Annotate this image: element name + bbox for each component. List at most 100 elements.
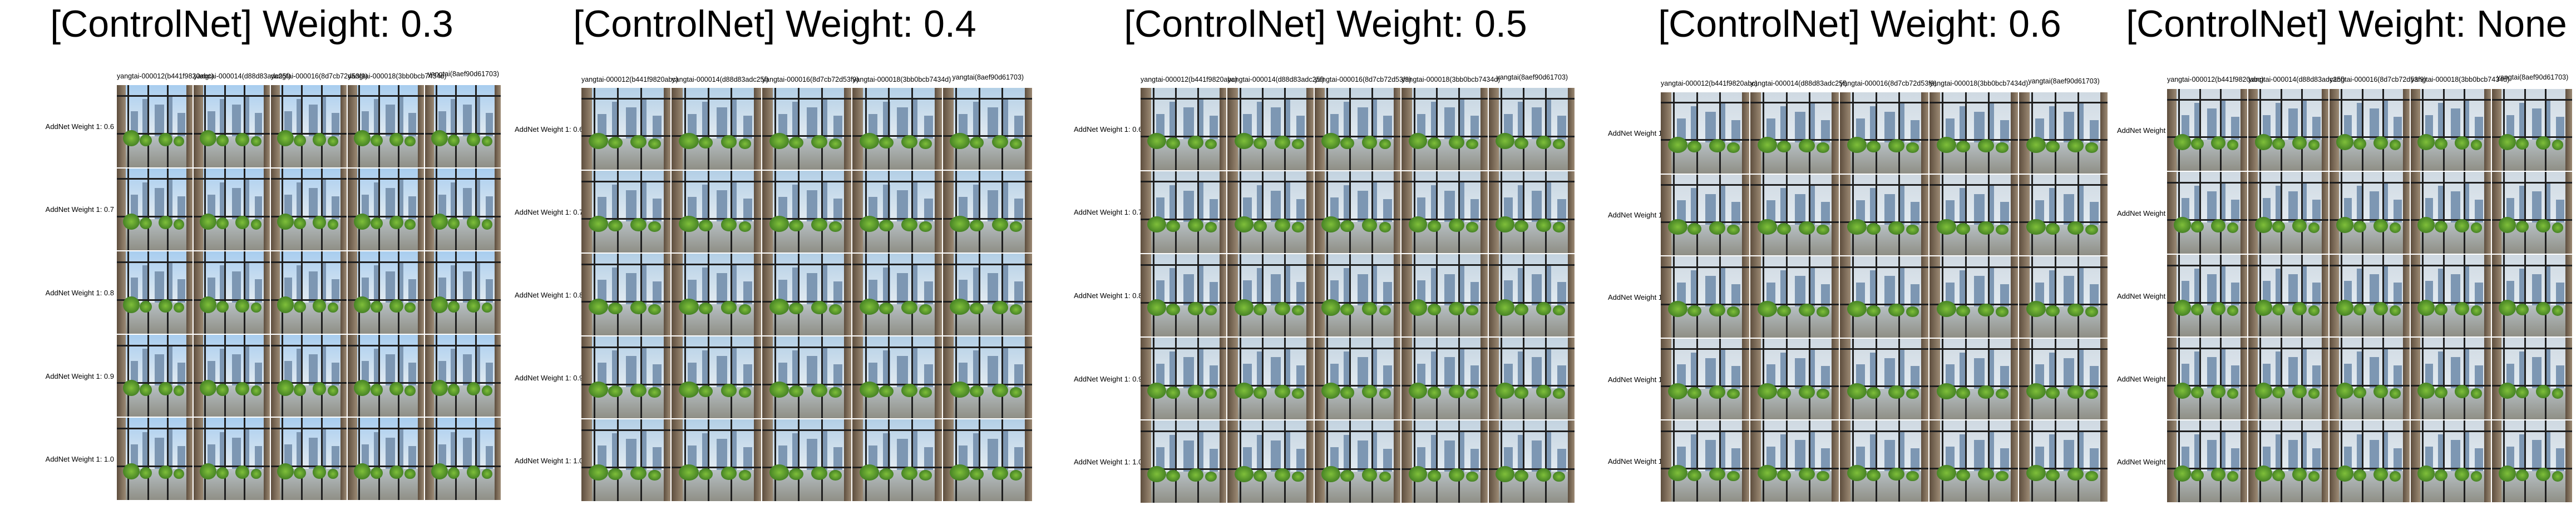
plant xyxy=(1427,469,1442,482)
plant xyxy=(122,379,140,397)
window-frame xyxy=(581,429,671,431)
window-frame xyxy=(1840,430,1928,432)
building xyxy=(897,107,908,139)
window-frame xyxy=(1661,221,1749,224)
building xyxy=(1284,264,1291,305)
building xyxy=(597,445,606,471)
plant xyxy=(1727,306,1740,317)
window-frame xyxy=(762,180,852,182)
plant xyxy=(328,385,339,396)
window-frame xyxy=(2492,302,2572,304)
window-frame xyxy=(1227,219,1314,221)
building xyxy=(1794,111,1805,143)
wall xyxy=(2322,89,2328,171)
window-frame xyxy=(942,135,1032,137)
plant xyxy=(466,465,481,479)
plant xyxy=(698,220,713,232)
building xyxy=(1371,97,1378,139)
building xyxy=(244,428,249,469)
window-frame xyxy=(1673,92,1675,174)
window-frame xyxy=(617,171,619,253)
generated-image xyxy=(672,171,761,253)
plant xyxy=(1340,469,1354,482)
window-frame xyxy=(2442,172,2445,254)
generated-image xyxy=(1141,337,1227,420)
wall xyxy=(1314,420,1325,503)
building xyxy=(2077,430,2084,471)
window-frame xyxy=(425,428,501,430)
plant xyxy=(2516,387,2529,399)
row-label: AddNet Weight 1: 0.9 xyxy=(1608,375,1677,384)
window-frame xyxy=(1488,181,1575,183)
building xyxy=(1197,347,1203,389)
building xyxy=(1383,282,1392,305)
window-frame xyxy=(1852,420,1854,502)
plant xyxy=(277,130,294,147)
building xyxy=(2312,365,2321,389)
plant xyxy=(1978,139,1995,153)
building xyxy=(2312,282,2321,306)
plant xyxy=(312,132,327,146)
plant xyxy=(293,467,306,479)
window-frame xyxy=(1852,174,1854,256)
window-frame xyxy=(1314,468,1401,470)
building xyxy=(743,364,752,388)
building xyxy=(1960,352,1967,389)
building xyxy=(1960,188,1967,225)
plant xyxy=(250,468,261,479)
plant xyxy=(2435,138,2448,150)
window-frame xyxy=(2199,89,2201,171)
window-frame xyxy=(1141,181,1227,183)
window-frame xyxy=(1413,171,1415,254)
plant xyxy=(431,213,448,230)
plant xyxy=(2026,137,2046,153)
window-frame xyxy=(852,180,942,182)
building xyxy=(1504,114,1513,139)
building xyxy=(462,437,472,469)
window-frame xyxy=(2280,255,2282,336)
plant xyxy=(1321,382,1341,399)
building xyxy=(1780,352,1788,389)
window-frame xyxy=(942,301,1032,303)
plant xyxy=(293,217,306,230)
building xyxy=(716,273,727,305)
window-frame xyxy=(672,97,761,100)
building xyxy=(1357,440,1368,472)
generated-image xyxy=(348,168,424,251)
building xyxy=(297,99,303,136)
window-frame xyxy=(348,216,424,218)
plant xyxy=(2211,302,2226,316)
window-frame xyxy=(978,419,980,501)
wall xyxy=(2019,92,2030,174)
building xyxy=(597,363,606,388)
building xyxy=(2288,191,2298,223)
plant xyxy=(648,221,661,232)
wall xyxy=(1921,256,1928,338)
wall xyxy=(852,254,863,335)
plant xyxy=(1495,133,1514,150)
window-frame xyxy=(1371,337,1373,420)
plant xyxy=(328,468,339,479)
plant xyxy=(879,468,894,481)
building xyxy=(1383,365,1392,389)
wall xyxy=(117,334,126,417)
plant xyxy=(1495,466,1514,482)
window-frame xyxy=(281,251,283,334)
building xyxy=(987,356,999,388)
building xyxy=(2532,274,2542,306)
plant xyxy=(2455,385,2470,399)
window-frame xyxy=(2019,348,2108,350)
plant xyxy=(1321,216,1341,232)
window-frame xyxy=(244,85,246,167)
row-label: AddNet Weight 1: 0.7 xyxy=(2117,209,2186,217)
window-frame xyxy=(2524,255,2526,336)
window-frame xyxy=(2411,385,2491,387)
window-frame xyxy=(1197,337,1199,420)
wall xyxy=(2411,338,2421,419)
plant xyxy=(1709,303,1726,317)
window-frame xyxy=(1840,102,1928,104)
plant xyxy=(738,221,752,232)
wall xyxy=(2167,338,2177,419)
building xyxy=(1296,448,1305,472)
building xyxy=(142,265,149,303)
